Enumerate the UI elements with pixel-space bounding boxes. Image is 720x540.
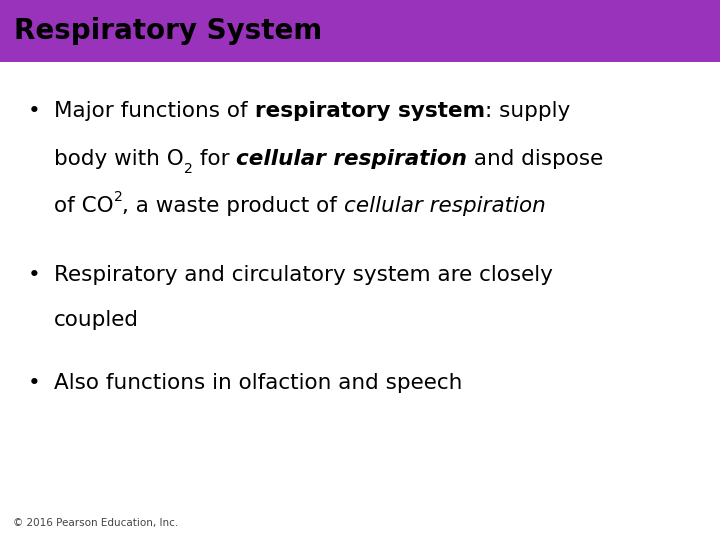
Text: cellular respiration: cellular respiration (344, 196, 546, 217)
Text: coupled: coupled (54, 309, 139, 330)
Text: © 2016 Pearson Education, Inc.: © 2016 Pearson Education, Inc. (13, 518, 179, 528)
Text: Major functions of: Major functions of (54, 100, 254, 121)
Text: 2: 2 (114, 190, 122, 204)
Text: for: for (193, 149, 236, 170)
Text: : supply: : supply (485, 100, 570, 121)
Text: cellular respiration: cellular respiration (236, 149, 467, 170)
Text: respiratory system: respiratory system (254, 100, 485, 121)
Text: 2: 2 (184, 162, 193, 176)
Text: and dispose: and dispose (467, 149, 603, 170)
Text: Respiratory and circulatory system are closely: Respiratory and circulatory system are c… (54, 265, 553, 286)
Text: Respiratory System: Respiratory System (14, 17, 323, 45)
Text: , a waste product of: , a waste product of (122, 196, 344, 217)
Bar (0, 0, 720, 62)
Text: body with O: body with O (54, 149, 184, 170)
Text: Also functions in olfaction and speech: Also functions in olfaction and speech (54, 373, 462, 394)
Text: •: • (27, 100, 40, 121)
Text: •: • (27, 265, 40, 286)
Text: of CO: of CO (54, 196, 114, 217)
Text: •: • (27, 373, 40, 394)
